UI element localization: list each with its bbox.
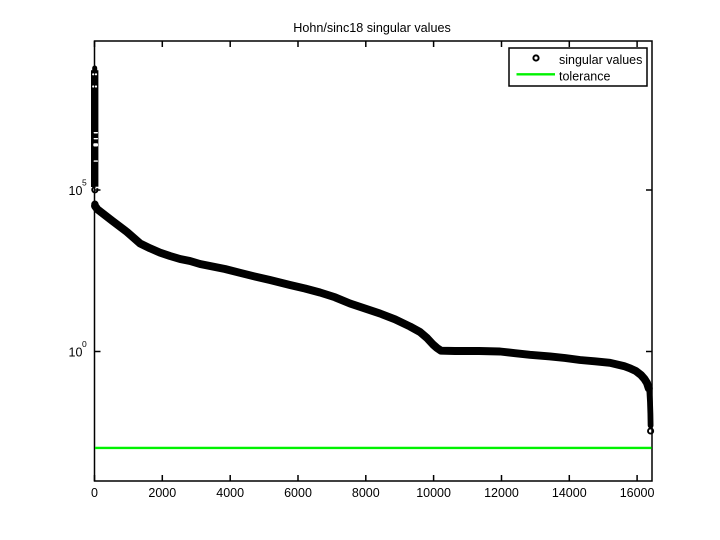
svg-text:tolerance: tolerance (559, 69, 610, 83)
svg-text:0: 0 (82, 339, 87, 349)
svg-text:2000: 2000 (148, 486, 176, 500)
svg-text:12000: 12000 (484, 486, 519, 500)
svg-text:5: 5 (82, 178, 87, 188)
svg-text:10: 10 (69, 345, 83, 359)
svg-text:16000: 16000 (620, 486, 655, 500)
svg-text:8000: 8000 (352, 486, 380, 500)
svg-text:6000: 6000 (284, 486, 312, 500)
svg-text:10: 10 (69, 184, 83, 198)
svg-text:10000: 10000 (416, 486, 451, 500)
svg-text:singular values: singular values (559, 53, 642, 67)
svg-text:4000: 4000 (216, 486, 244, 500)
svg-text:14000: 14000 (552, 486, 587, 500)
svg-text:Hohn/sinc18 singular values: Hohn/sinc18 singular values (293, 21, 451, 35)
svg-text:0: 0 (91, 486, 98, 500)
